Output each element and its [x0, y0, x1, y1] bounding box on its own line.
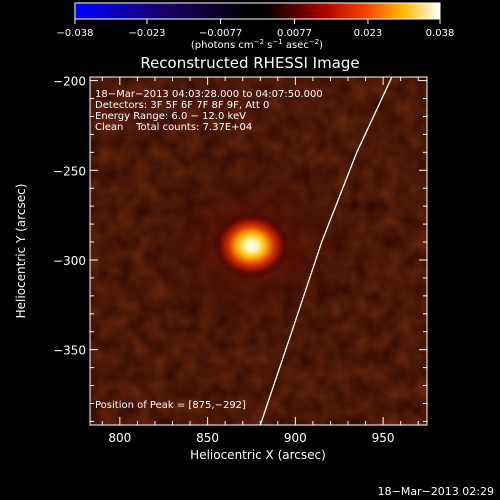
- x-tick-label: 900: [284, 431, 307, 445]
- x-axis-label: Heliocentric X (arcsec): [190, 448, 326, 462]
- x-tick-label: 850: [196, 431, 219, 445]
- annotation-detectors: Detectors: 3F 5F 6F 7F 8F 9F, Att 0: [95, 100, 269, 111]
- colorbar-ticks: −0.038 −0.023 −0.0077 0.0077 0.023 0.038: [56, 19, 454, 39]
- x-tick-label: 950: [372, 431, 395, 445]
- colorbar-tick-label: −0.038: [56, 28, 93, 39]
- annotation-time: 18−Mar−2013 04:03:28.000 to 04:07:50.000: [95, 89, 323, 100]
- footer-timestamp: 18−Mar−2013 02:29: [377, 485, 494, 498]
- annotation-peak: Position of Peak = [875,−292]: [95, 400, 246, 411]
- colorbar-tick-label: 0.0077: [277, 28, 312, 39]
- colorbar-unit: (photons cm−2 s−1 asec−2): [191, 38, 323, 51]
- colorbar: −0.038 −0.023 −0.0077 0.0077 0.023 0.038 (pho…: [56, 2, 454, 51]
- annotation-energy: Energy Range: 6.0 − 12.0 keV: [95, 111, 246, 122]
- colorbar-tick-label: 0.038: [426, 28, 455, 39]
- y-tick-label: −300: [53, 254, 86, 268]
- x-tick-label: 800: [108, 431, 131, 445]
- flare-source: [213, 212, 290, 279]
- annotation-clean: Clean Total counts: 7.37E+04: [95, 122, 252, 133]
- y-tick-label: −250: [53, 164, 86, 178]
- annotation-block: 18−Mar−2013 04:03:28.000 to 04:07:50.000…: [95, 89, 323, 411]
- chart-title: Reconstructed RHESSI Image: [140, 54, 359, 72]
- colorbar-tick-label: 0.023: [354, 28, 383, 39]
- y-axis-ticks: −200 −250 −300 −350: [53, 75, 427, 422]
- y-tick-label: −350: [53, 344, 86, 358]
- colorbar-scale: [74, 2, 441, 20]
- plot-image: [90, 77, 427, 425]
- plot-frame: [89, 76, 428, 426]
- colorbar-tick-label: −0.023: [129, 28, 166, 39]
- y-axis-label: Heliocentric Y (arcsec): [14, 184, 28, 319]
- x-axis-ticks: 800 850 900 950: [101, 77, 419, 445]
- y-tick-label: −200: [53, 75, 86, 89]
- solar-limb: [259, 77, 393, 425]
- colorbar-tick-label: −0.0077: [199, 28, 242, 39]
